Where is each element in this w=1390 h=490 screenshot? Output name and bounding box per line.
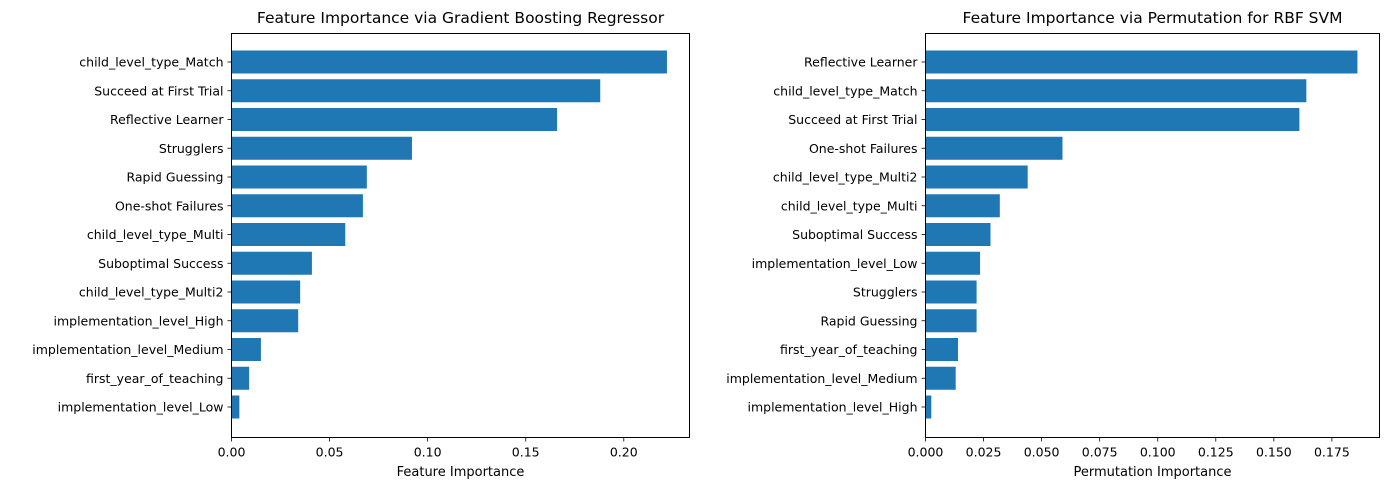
bar bbox=[925, 50, 1358, 74]
y-tick-label: Suboptimal Success bbox=[98, 256, 223, 271]
x-tick-label: 0.050 bbox=[1024, 445, 1060, 460]
bar bbox=[231, 79, 601, 103]
bar bbox=[925, 223, 991, 246]
y-tick-label: implementation_level_Medium bbox=[32, 342, 223, 357]
y-tick-label: Rapid Guessing bbox=[820, 313, 917, 328]
y-tick-label: Strugglers bbox=[853, 285, 918, 300]
bar bbox=[231, 194, 363, 218]
x-tick-label: 0.150 bbox=[1256, 445, 1292, 460]
y-tick-label: Reflective Learner bbox=[804, 55, 918, 70]
x-ticks: 0.000 0.025 0.050 0.075 0.100 0.125 0.150 0.175 bbox=[908, 437, 1350, 460]
bar bbox=[231, 165, 367, 189]
bar bbox=[231, 50, 667, 74]
chart-panel-permutation-svm: Feature Importance via Permutation for R… bbox=[726, 9, 1380, 480]
y-tick-label: child_level_type_Match bbox=[79, 55, 223, 70]
plot-frame bbox=[925, 33, 1380, 438]
chart-title: Feature Importance via Gradient Boosting… bbox=[257, 9, 665, 27]
x-tick-label: 0.20 bbox=[610, 445, 638, 460]
bar bbox=[231, 395, 240, 419]
bar bbox=[925, 395, 932, 419]
x-tick-label: 0.000 bbox=[908, 445, 944, 460]
bar bbox=[925, 338, 959, 361]
y-tick-label: child_level_type_Multi bbox=[87, 227, 224, 242]
y-tick-label: child_level_type_Multi bbox=[781, 198, 918, 213]
x-tick-label: 0.025 bbox=[966, 445, 1002, 460]
x-tick-label: 0.05 bbox=[316, 445, 344, 460]
y-tick-labels: Reflective Learner child_level_type_Match… bbox=[726, 55, 926, 415]
y-tick-label: first_year_of_teaching bbox=[780, 342, 918, 357]
y-tick-label: implementation_level_High bbox=[54, 313, 224, 328]
x-tick-label: 0.10 bbox=[414, 445, 442, 460]
bar bbox=[925, 251, 981, 275]
bars bbox=[231, 50, 667, 419]
y-tick-label: first_year_of_teaching bbox=[86, 371, 224, 386]
y-tick-label: Strugglers bbox=[159, 141, 224, 156]
plot-frame bbox=[231, 33, 690, 438]
x-ticks: 0.00 0.05 0.10 0.15 0.20 bbox=[218, 437, 638, 460]
bar bbox=[925, 194, 1000, 218]
x-axis-label: Permutation Importance bbox=[1074, 465, 1232, 480]
y-tick-label: implementation_level_Low bbox=[752, 256, 918, 271]
y-tick-label: Rapid Guessing bbox=[126, 170, 223, 185]
bar bbox=[231, 309, 299, 333]
y-tick-label: child_level_type_Multi2 bbox=[79, 285, 224, 300]
x-tick-label: 0.175 bbox=[1314, 445, 1350, 460]
bar bbox=[231, 280, 301, 304]
bar bbox=[925, 136, 1063, 160]
y-tick-label: Suboptimal Success bbox=[792, 227, 917, 242]
y-tick-label: Succeed at First Trial bbox=[94, 83, 223, 98]
y-tick-label: child_level_type_Multi2 bbox=[773, 170, 918, 185]
y-tick-label: Reflective Learner bbox=[110, 112, 224, 127]
bar bbox=[231, 338, 261, 361]
bar bbox=[925, 366, 956, 390]
x-tick-label: 0.15 bbox=[512, 445, 540, 460]
y-tick-label: Succeed at First Trial bbox=[788, 112, 917, 127]
bars bbox=[925, 50, 1358, 419]
bar bbox=[925, 108, 1300, 131]
y-tick-label: implementation_level_High bbox=[748, 400, 918, 415]
bar bbox=[925, 280, 977, 304]
x-axis-label: Feature Importance bbox=[397, 465, 525, 480]
y-tick-label: implementation_level_Low bbox=[58, 400, 224, 415]
chart-title: Feature Importance via Permutation for R… bbox=[963, 9, 1343, 27]
x-tick-label: 0.00 bbox=[218, 445, 246, 460]
bar bbox=[231, 251, 312, 275]
bar bbox=[231, 366, 250, 390]
bar bbox=[231, 136, 412, 160]
bar bbox=[231, 223, 346, 246]
x-tick-label: 0.125 bbox=[1198, 445, 1234, 460]
y-tick-label: child_level_type_Match bbox=[773, 83, 917, 98]
y-tick-labels: child_level_type_Match Succeed at First T… bbox=[32, 55, 232, 415]
y-tick-label: One-shot Failures bbox=[809, 141, 918, 156]
x-tick-label: 0.075 bbox=[1082, 445, 1118, 460]
y-tick-label: One-shot Failures bbox=[115, 198, 224, 213]
x-tick-label: 0.100 bbox=[1140, 445, 1176, 460]
y-tick-label: implementation_level_Medium bbox=[726, 371, 917, 386]
chart-panel-gradient-boosting: Feature Importance via Gradient Boosting… bbox=[32, 9, 690, 480]
bar bbox=[231, 108, 558, 131]
bar bbox=[925, 309, 977, 333]
bar bbox=[925, 79, 1307, 103]
bar bbox=[925, 165, 1028, 189]
